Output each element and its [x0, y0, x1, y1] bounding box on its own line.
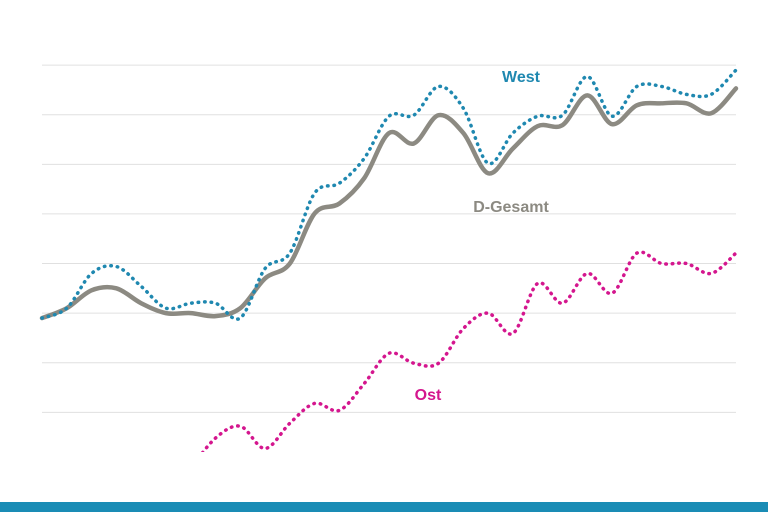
- grid: [42, 64, 736, 413]
- series-line: [40, 68, 738, 321]
- series-line: [200, 250, 738, 452]
- footer-bar: [0, 502, 768, 512]
- series-line: [39, 86, 739, 321]
- series-label: Ost: [415, 387, 442, 404]
- series-label: D-Gesamt: [473, 199, 549, 216]
- series-label: West: [502, 69, 541, 86]
- plot-area: [39, 68, 739, 452]
- series-labels: D-Gesamt West Ost: [415, 69, 550, 404]
